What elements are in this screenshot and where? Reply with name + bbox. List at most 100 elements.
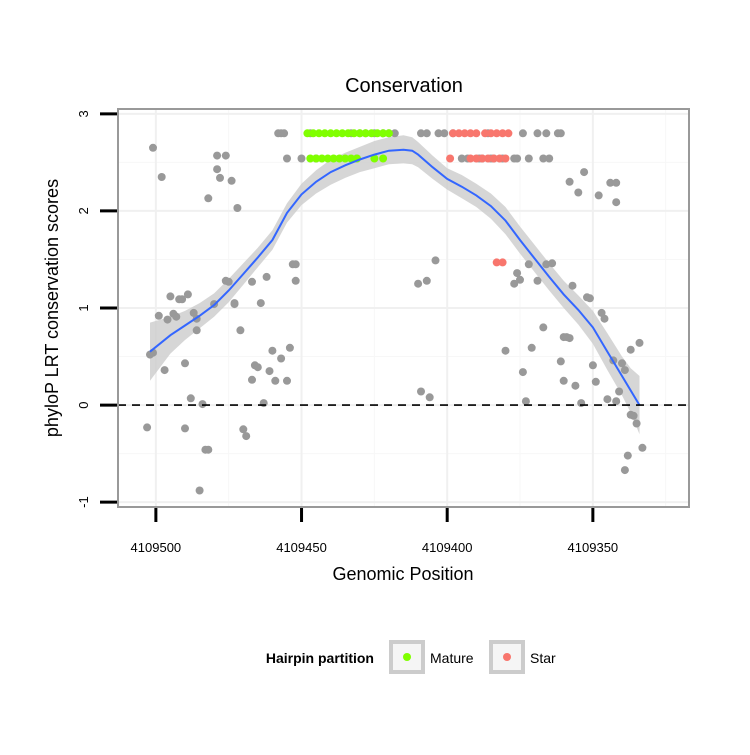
point-other xyxy=(224,277,233,286)
point-other xyxy=(213,165,222,174)
point-other xyxy=(163,315,172,324)
point-other xyxy=(626,345,635,354)
point-mature xyxy=(379,129,388,138)
x-tick-label: 4109500 xyxy=(131,540,182,555)
point-other xyxy=(213,151,222,160)
point-other xyxy=(280,129,289,138)
point-other xyxy=(542,129,551,138)
point-other xyxy=(157,173,166,181)
point-other xyxy=(417,129,425,138)
point-mature xyxy=(347,154,356,163)
point-other xyxy=(580,168,589,177)
point-other xyxy=(574,188,583,197)
point-other xyxy=(568,281,577,290)
point-other xyxy=(510,279,519,288)
point-other xyxy=(612,198,621,207)
point-other xyxy=(527,343,536,352)
point-other xyxy=(297,154,306,163)
point-mature xyxy=(326,129,335,138)
point-other xyxy=(239,425,248,434)
point-star xyxy=(478,154,487,163)
point-mature xyxy=(379,154,388,163)
point-other xyxy=(533,129,542,138)
plot-border xyxy=(117,108,690,508)
point-other xyxy=(283,154,291,163)
point-other xyxy=(192,326,201,335)
point-mature xyxy=(367,129,376,138)
point-other xyxy=(390,129,399,138)
point-other xyxy=(181,359,189,368)
chart-title: Conservation xyxy=(345,75,463,97)
point-mature xyxy=(344,129,353,138)
point-mature xyxy=(312,154,321,163)
legend-title: Hairpin partition xyxy=(266,650,374,666)
point-other xyxy=(606,178,615,187)
point-mature xyxy=(335,154,344,163)
point-other xyxy=(230,299,239,308)
point-other xyxy=(612,397,621,406)
point-star xyxy=(446,154,455,163)
legend-label-star: Star xyxy=(530,650,556,666)
point-other xyxy=(181,424,189,433)
point-other xyxy=(577,399,586,408)
point-other xyxy=(248,375,256,384)
point-other xyxy=(425,393,434,402)
point-mature xyxy=(309,129,318,138)
point-other xyxy=(556,129,565,138)
point-other xyxy=(524,154,533,163)
x-tick-label: 4109400 xyxy=(422,540,473,555)
point-star xyxy=(489,154,498,163)
point-other xyxy=(271,376,280,385)
point-mature xyxy=(341,154,350,163)
point-star xyxy=(498,129,507,138)
point-other xyxy=(154,311,163,320)
point-star xyxy=(498,258,507,267)
point-other xyxy=(262,272,271,281)
y-tick-label: 3 xyxy=(76,110,91,117)
point-other xyxy=(618,359,626,368)
point-other xyxy=(227,176,236,185)
point-other xyxy=(172,312,181,321)
point-other xyxy=(160,366,169,375)
point-other xyxy=(629,411,638,420)
point-other xyxy=(623,451,632,460)
point-mature xyxy=(329,154,338,163)
point-other xyxy=(556,357,565,366)
point-other xyxy=(283,376,291,385)
point-other xyxy=(265,367,274,376)
point-other xyxy=(615,387,624,396)
point-other xyxy=(221,151,230,160)
point-mature xyxy=(350,129,358,138)
y-tick-label: 2 xyxy=(76,207,91,214)
point-other xyxy=(422,276,431,285)
point-other xyxy=(588,361,597,370)
point-mature xyxy=(303,129,312,138)
legend-swatch-star xyxy=(503,653,511,661)
point-other xyxy=(571,381,580,390)
x-axis-label: Genomic Position xyxy=(332,564,473,584)
legend: Hairpin partition Mature Star xyxy=(266,640,556,674)
point-other xyxy=(620,366,629,375)
point-other xyxy=(565,177,574,186)
point-star xyxy=(492,129,501,138)
point-star xyxy=(504,129,513,138)
point-other xyxy=(149,143,157,152)
point-other xyxy=(603,395,612,404)
point-mature xyxy=(373,129,382,138)
point-other xyxy=(513,154,522,163)
point-mature xyxy=(370,154,379,163)
point-other xyxy=(204,194,213,203)
y-tick-label: 0 xyxy=(76,401,91,408)
point-other xyxy=(242,432,251,441)
point-other xyxy=(521,397,530,406)
point-other xyxy=(585,294,594,303)
point-other xyxy=(539,323,548,332)
point-other xyxy=(248,277,256,286)
point-other xyxy=(178,295,187,304)
point-other xyxy=(635,338,644,347)
point-other xyxy=(204,445,213,454)
point-star xyxy=(486,129,495,138)
point-other xyxy=(198,400,207,409)
point-other xyxy=(533,276,542,285)
